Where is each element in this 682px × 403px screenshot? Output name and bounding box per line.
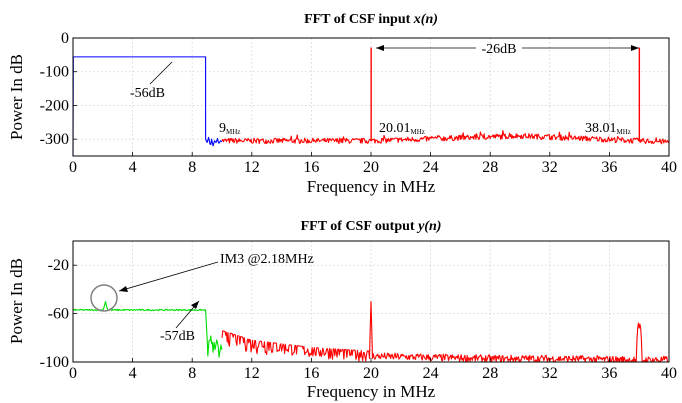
chart-bottom-ylabel: Power In dB: [7, 258, 26, 344]
x-tick-label: 40: [661, 365, 677, 382]
y-tick-label: -20: [48, 257, 69, 274]
x-tick-label: 12: [244, 159, 260, 176]
annotation-minus56db-label: -56dB: [130, 86, 165, 101]
annotation-passband-level: -56dB: [130, 61, 173, 101]
annotation-tone-difference: -26dB: [376, 42, 639, 57]
x-tick-label: 20: [363, 159, 379, 176]
annotation-im3: IM3 @2.18MHz: [90, 252, 314, 312]
annotation-20mhz: 20.01MHz: [379, 121, 425, 136]
y-tick-label: -60: [48, 306, 69, 323]
x-tick-label: 28: [482, 159, 498, 176]
arrowhead-minus57db: [191, 301, 199, 309]
series-line-stopband: [221, 47, 670, 145]
x-tick-label: 32: [542, 159, 558, 176]
x-tick-label: 4: [129, 365, 137, 382]
annotation-im3-arrow: [118, 261, 219, 292]
chart-bottom-x-ticks: 0 4 8 12 16 20 24 28 32 36 40: [69, 358, 677, 382]
chart-top-title: FFT of CSF input x(n): [304, 12, 438, 27]
annotation-minus56db-arrow: [149, 61, 173, 85]
chart-top: FFT of CSF input x(n) 0 4 8 12 16 20 24 28 32 36 4…: [7, 12, 677, 196]
annotation-9mhz: 9MHz: [219, 121, 240, 136]
chart-top-series: [72, 47, 670, 157]
x-tick-label: 8: [188, 365, 196, 382]
chart-bottom-series: [72, 300, 669, 363]
series-line-passband: [72, 300, 223, 358]
x-tick-label: 36: [601, 159, 617, 176]
series-line-passband: [72, 56, 223, 157]
chart-top-xlabel: Frequency in MHz: [307, 177, 436, 196]
series-line-stopband: [221, 300, 669, 363]
annotation-im3-circle: [90, 284, 118, 312]
chart-top-x-ticks: 0 4 8 12 16 20 24 28 32 36 40: [69, 152, 677, 176]
chart-bottom: FFT of CSF output y(n) 0 4 8 12 16 20 24 28 32 36…: [7, 219, 677, 401]
y-tick-label: 0: [61, 30, 69, 47]
x-tick-label: 16: [303, 159, 319, 176]
arrowhead-im3: [119, 286, 128, 292]
x-tick-label: 8: [188, 159, 196, 176]
chart-bottom-xlabel: Frequency in MHz: [307, 382, 436, 401]
x-tick-label: 0: [69, 159, 77, 176]
chart-bottom-title: FFT of CSF output y(n): [301, 219, 442, 234]
chart-top-grid: [73, 38, 669, 156]
y-tick-label: -100: [40, 354, 69, 371]
x-tick-label: 24: [423, 365, 439, 382]
y-tick-label: -300: [40, 131, 69, 148]
x-tick-label: 40: [661, 159, 677, 176]
x-tick-label: 24: [423, 159, 439, 176]
x-tick-label: 16: [303, 365, 319, 382]
arrowhead-left: [376, 45, 384, 51]
annotation-minus26db-label: -26dB: [482, 42, 517, 57]
x-tick-label: 20: [363, 365, 379, 382]
x-tick-label: 28: [482, 365, 498, 382]
x-tick-label: 32: [542, 365, 558, 382]
annotation-38mhz: 38.01MHz: [585, 121, 631, 136]
y-tick-label: -100: [40, 64, 69, 81]
x-tick-label: 4: [129, 159, 137, 176]
y-tick-label: -200: [40, 97, 69, 114]
annotation-output-level: -57dB: [160, 300, 200, 344]
annotation-minus57db-label: -57dB: [160, 329, 195, 344]
x-tick-label: 0: [69, 365, 77, 382]
x-tick-label: 12: [244, 365, 260, 382]
arrowhead-right: [631, 45, 639, 51]
chart-top-y-ticks: 0 -100 -200 -300: [40, 30, 77, 148]
chart-bottom-y-ticks: -20 -60 -100: [40, 257, 77, 371]
x-tick-label: 36: [601, 365, 617, 382]
chart-top-ylabel: Power In dB: [7, 54, 26, 140]
annotation-im3-label: IM3 @2.18MHz: [220, 252, 314, 267]
